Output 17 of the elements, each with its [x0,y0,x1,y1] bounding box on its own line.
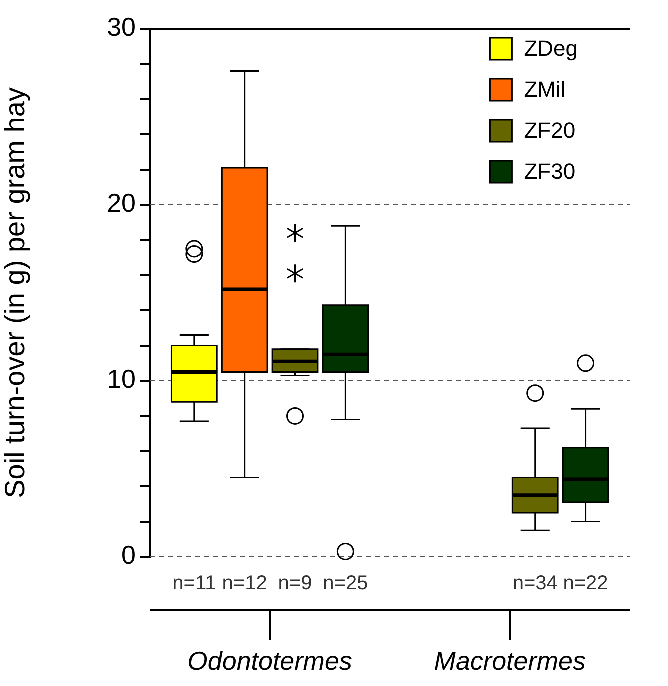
legend-label: ZF20 [524,118,576,144]
text: n=34 [512,572,558,595]
text: n=11 [172,572,216,595]
text: n=22 [563,572,608,595]
y-tick-label: 30 [107,12,136,42]
y-axis-title: Soil turn-over (in g) per gram hay [0,88,31,498]
text: n=25 [323,572,368,595]
legend-label: ZDeg [524,36,578,62]
y-tick-label: 10 [107,364,136,394]
legend-label: ZF30 [524,159,576,184]
x-tick-label: Macrotermes [434,646,586,676]
x-tick-label: Odontotermes [188,646,352,676]
y-tick-label: 0 [122,540,136,570]
legend-label: ZMil [524,77,566,102]
text: n=12 [222,572,268,595]
text: n=9 [278,572,312,595]
y-tick-label: 20 [107,188,136,218]
